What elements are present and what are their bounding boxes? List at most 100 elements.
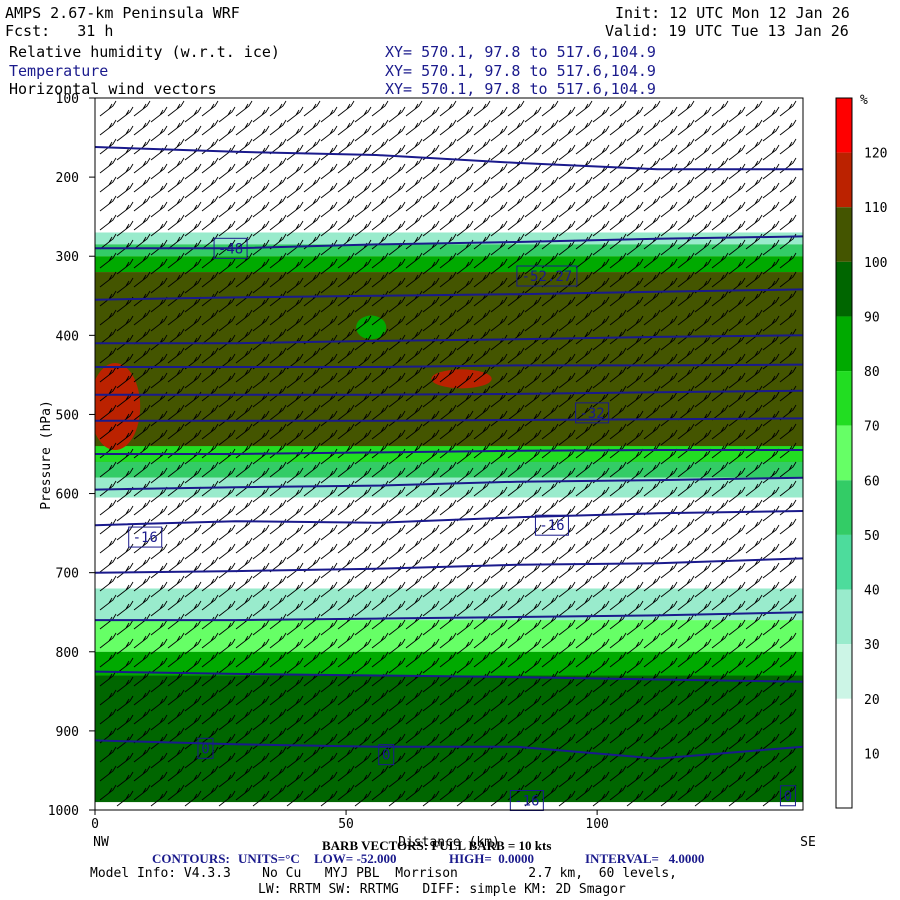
wind-barb [473,727,491,744]
wind-barb [252,296,270,313]
wind-barb [524,410,542,427]
wind-barb [745,518,763,535]
wind-barb [609,195,627,212]
colorbar-tick-label: 20 [864,693,880,708]
wind-barb [252,315,270,332]
wind-barb [456,543,474,560]
wind-barb [524,220,542,237]
contour-label: -16 [514,794,539,810]
wind-barb [286,714,304,731]
temperature-contour [95,235,803,250]
wind-barb [745,461,763,478]
wind-barb [320,410,338,427]
wind-barb [558,467,576,484]
wind-barb [439,271,457,288]
wind-barb [150,676,168,693]
wind-barb [422,410,440,427]
wind-barb [286,676,304,693]
wind-barb [524,182,542,199]
wind-barb [354,372,372,389]
wind-barb [269,366,287,383]
wind-barb [218,619,236,636]
wind-barb [422,600,440,617]
wind-barb [677,290,695,307]
wind-barb [422,258,440,275]
wind-barb [218,543,236,560]
wind-barb [167,651,185,668]
wind-barb [694,182,712,199]
wind-barb [133,119,151,136]
wind-barb [388,296,406,313]
wind-barb [456,372,474,389]
temperature-contour [95,739,803,760]
wind-barb [235,461,253,478]
wind-barb [99,575,117,592]
wind-barb [745,708,763,725]
colorbar-tick-label: 50 [864,529,880,544]
wind-barb [507,347,525,364]
wind-barb [405,442,423,459]
temperature-contour [95,417,803,422]
wind-barb [320,163,338,180]
wind-barb [439,499,457,516]
wind-barb [252,410,270,427]
wind-barb [711,651,729,668]
contours-low: LOW= -52.000 [314,851,397,866]
wind-barb [320,353,338,370]
wind-barb [490,182,508,199]
wind-barb [677,480,695,497]
wind-barb [660,144,678,161]
wind-barb [303,537,321,554]
wind-barb [235,499,253,516]
wind-barb [609,366,627,383]
wind-barb [541,366,559,383]
wind-barb [660,657,678,674]
wind-barb [507,632,525,649]
wind-barb [337,765,355,782]
wind-barb [167,309,185,326]
wind-barb [252,486,270,503]
wind-barb [711,708,729,725]
wind-barb [677,461,695,478]
wind-barb [609,347,627,364]
wind-barb [167,765,185,782]
wind-barb [592,334,610,351]
wind-barb [694,163,712,180]
wind-barb [507,537,525,554]
wind-barb [728,771,746,788]
wind-barb [405,119,423,136]
wind-barb [116,391,134,408]
wind-barb [371,404,389,421]
wind-barb [660,714,678,731]
wind-barb [660,733,678,750]
wind-barb [524,657,542,674]
contour-labels: -48 -52.27 -32 -16 -16 0 0 0 -16 [128,237,796,812]
wind-barb [728,638,746,655]
colorbar-frame [835,97,853,809]
wind-barb [456,429,474,446]
rh-band [95,651,803,676]
contour-label-box [516,265,578,287]
wind-barb [354,353,372,370]
wind-barb [592,201,610,218]
wind-barb [626,163,644,180]
wind-barb [728,144,746,161]
wind-barb [439,765,457,782]
wind-barb [490,467,508,484]
wind-barb [507,252,525,269]
wind-barb [218,429,236,446]
wind-barb [575,461,593,478]
wind-barb [558,733,576,750]
model-info-2: LW: RRTM SW: RRTMG DIFF: simple KM: 2D S… [258,882,626,897]
wind-barb [99,556,117,573]
wind-barb [116,790,134,807]
wind-barb [558,486,576,503]
colorbar-segment [836,316,852,372]
wind-barb [167,271,185,288]
wind-barb [150,334,168,351]
wind-barb [473,442,491,459]
wind-barb [626,600,644,617]
wind-barb [388,695,406,712]
wind-barb [371,214,389,231]
wind-barb [643,708,661,725]
